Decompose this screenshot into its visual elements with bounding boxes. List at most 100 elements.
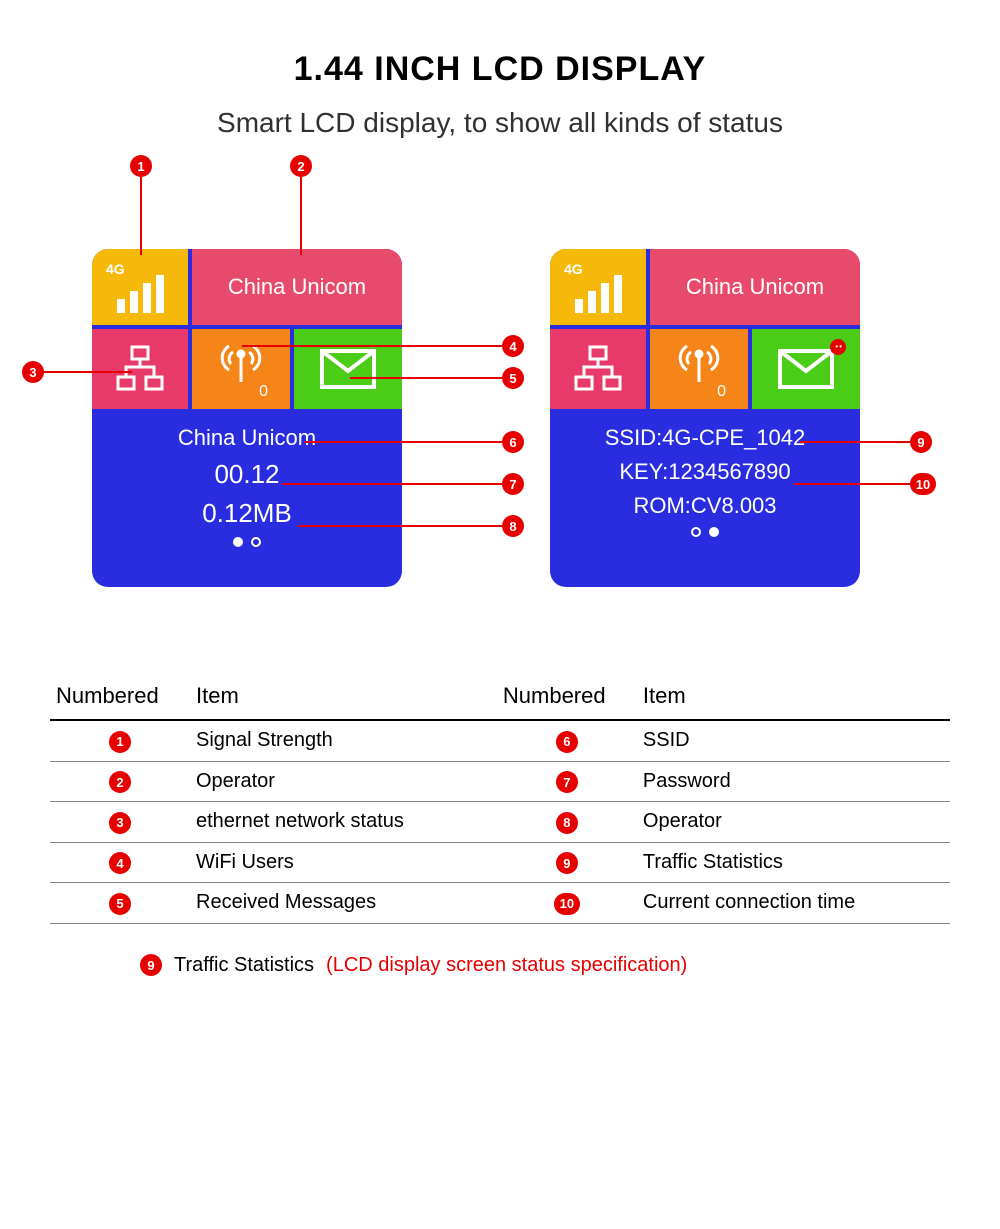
callout-line-3 (44, 371, 132, 373)
row-badge: 7 (556, 771, 578, 793)
cell-item-b: Traffic Statistics (637, 842, 950, 883)
cell-item-a: ethernet network status (190, 802, 497, 843)
table-row: 3 ethernet network status 8 Operator (50, 802, 950, 843)
signal-bars-icon (117, 275, 164, 313)
cell-item-b: SSID (637, 720, 950, 761)
row-badge: 8 (556, 812, 578, 834)
screen2-info: SSID:4G-CPE_1042 KEY:1234567890 ROM:CV8.… (550, 413, 860, 545)
table-header-row: Numbered Item Numbered Item (50, 677, 950, 720)
callout-badge-9: 9 (910, 431, 932, 453)
th-numbered-2: Numbered (497, 677, 637, 720)
cell-item-a: WiFi Users (190, 842, 497, 883)
footnote-label: Traffic Statistics (174, 954, 314, 977)
cell-item-a: Received Messages (190, 883, 497, 924)
signal-bars-icon (575, 275, 622, 313)
tile-messages: •• (752, 329, 860, 409)
table-row: 4 WiFi Users9Traffic Statistics (50, 842, 950, 883)
cell-item-b: Password (637, 761, 950, 802)
tile-signal: 4G (92, 249, 192, 325)
screens-row: 1 2 3 4 5 6 7 8 4G (50, 249, 950, 587)
lcd-screen-2: 4G China Unicom (550, 249, 860, 587)
cell-num-a: 2 (50, 761, 190, 802)
tile-operator: China Unicom (650, 249, 860, 325)
callout-badge-3: 3 (22, 361, 44, 383)
page-subtitle: Smart LCD display, to show all kinds of … (50, 107, 950, 139)
cell-num-b: 9 (497, 842, 637, 883)
tile-wifi: 0 (650, 329, 752, 409)
wifi-user-count: 0 (717, 383, 726, 401)
tile-ethernet (550, 329, 650, 409)
callout-badge-10: 10 (910, 473, 936, 495)
cell-num-b: 8 (497, 802, 637, 843)
row-badge: 10 (554, 893, 580, 915)
cell-item-b: Current connection time (637, 883, 950, 924)
table-row: 2 Operator 7 Password (50, 761, 950, 802)
signal-4g-label: 4G (564, 261, 583, 277)
th-item-2: Item (637, 677, 950, 720)
callout-line-1 (140, 177, 142, 255)
callout-badge-1: 1 (130, 155, 152, 177)
screen2-wrap: 9 10 4G China Unicom (550, 249, 950, 587)
pager-dot-2 (709, 527, 719, 537)
ethernet-icon (112, 345, 168, 393)
callout-badge-6: 6 (502, 431, 524, 453)
th-item-1: Item (190, 677, 497, 720)
callout-badge-8: 8 (502, 515, 524, 537)
info-operator: China Unicom (92, 425, 402, 451)
cell-item-b: Operator (637, 802, 950, 843)
pager-dot-1 (233, 537, 243, 547)
table-row: 5Received Messages10Current connection t… (50, 883, 950, 924)
row-badge: 1 (109, 731, 131, 753)
tile-operator: China Unicom (192, 249, 402, 325)
signal-4g-label: 4G (106, 261, 125, 277)
callout-badge-2: 2 (290, 155, 312, 177)
envelope-icon (776, 347, 836, 391)
cell-item-a: Signal Strength (190, 720, 497, 761)
legend-table: Numbered Item Numbered Item 1 Signal Stre… (50, 677, 950, 924)
callout-line-8 (298, 525, 502, 527)
info-key: KEY:1234567890 (550, 459, 860, 485)
row-badge: 3 (109, 812, 131, 834)
cell-num-a: 1 (50, 720, 190, 761)
message-badge-dots: •• (835, 342, 843, 351)
footnote-badge: 9 (140, 954, 162, 976)
callout-badge-7: 7 (502, 473, 524, 495)
callout-line-10 (794, 483, 910, 485)
cell-num-a: 3 (50, 802, 190, 843)
callout-badge-4: 4 (502, 335, 524, 357)
footnote-note: (LCD display screen status specification… (326, 954, 687, 977)
tile-signal: 4G (550, 249, 650, 325)
callout-line-9 (800, 441, 910, 443)
callout-line-7 (282, 483, 502, 485)
row-badge: 4 (109, 852, 131, 874)
th-numbered-1: Numbered (50, 677, 190, 720)
lcd-screen-1: 4G China Unicom (92, 249, 402, 587)
pager-dot-2 (251, 537, 261, 547)
callout-line-4 (242, 345, 502, 347)
row-badge: 6 (556, 731, 578, 753)
pager-2 (550, 527, 860, 537)
table-row: 1 Signal Strength 6 SSID (50, 720, 950, 761)
cell-item-a: Operator (190, 761, 497, 802)
info-rom: ROM:CV8.003 (550, 493, 860, 519)
page-title: 1.44 INCH LCD DISPLAY (50, 50, 950, 89)
info-time: 00.12 (92, 459, 402, 490)
tile-ethernet (92, 329, 192, 409)
envelope-icon (318, 347, 378, 391)
cell-num-b: 10 (497, 883, 637, 924)
footnote: 9 Traffic Statistics (LCD display screen… (50, 954, 950, 977)
wifi-user-count: 0 (259, 383, 268, 401)
cell-num-b: 7 (497, 761, 637, 802)
screen1-wrap: 1 2 3 4 5 6 7 8 4G (92, 249, 492, 587)
row-badge: 2 (109, 771, 131, 793)
cell-num-b: 6 (497, 720, 637, 761)
cell-num-a: 4 (50, 842, 190, 883)
info-ssid: SSID:4G-CPE_1042 (550, 425, 860, 451)
tile-messages (294, 329, 402, 409)
pager-dot-1 (691, 527, 701, 537)
tile-wifi: 0 (192, 329, 294, 409)
ethernet-icon (570, 345, 626, 393)
callout-line-6 (305, 441, 502, 443)
callout-line-5 (350, 377, 502, 379)
callout-line-2 (300, 177, 302, 255)
